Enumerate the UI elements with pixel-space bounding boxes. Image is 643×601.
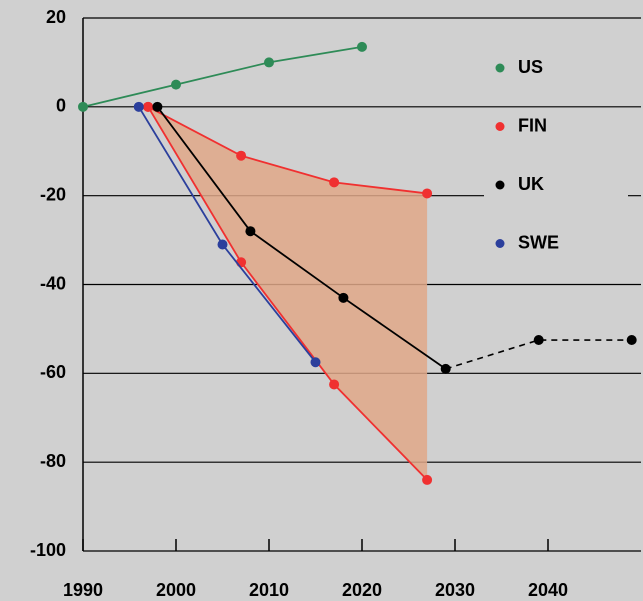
legend-label: SWE xyxy=(518,232,559,252)
x-tick-label: 2040 xyxy=(528,580,568,600)
point xyxy=(236,150,247,161)
legend-label: FIN xyxy=(518,115,547,135)
band xyxy=(148,106,428,480)
legend-background xyxy=(484,52,628,84)
point xyxy=(143,101,154,112)
y-tick-label: -100 xyxy=(30,540,66,560)
point xyxy=(422,188,433,199)
point xyxy=(217,239,228,250)
legend-marker xyxy=(495,239,505,248)
point xyxy=(626,335,637,346)
legend-marker xyxy=(495,180,505,190)
point xyxy=(152,101,163,112)
point xyxy=(310,357,321,368)
point xyxy=(422,474,433,485)
y-tick-label: 20 xyxy=(46,7,66,27)
point xyxy=(245,226,256,237)
legend-background xyxy=(484,110,628,143)
x-tick-label: 2020 xyxy=(342,580,382,600)
legend-background xyxy=(484,169,628,201)
y-tick-label: -20 xyxy=(40,184,66,204)
point xyxy=(264,57,274,68)
line xyxy=(147,106,428,481)
projection-line xyxy=(445,339,632,370)
y-tick-label: -60 xyxy=(40,362,66,382)
line xyxy=(147,106,428,195)
point xyxy=(133,101,144,112)
x-tick-label: 2000 xyxy=(156,580,196,600)
line xyxy=(156,106,447,370)
point xyxy=(329,177,340,188)
x-tick-label: 2010 xyxy=(249,580,289,600)
y-tick-label: 0 xyxy=(56,96,66,116)
legend-label: UK xyxy=(518,174,544,194)
point xyxy=(533,335,544,346)
point xyxy=(357,41,367,52)
line xyxy=(82,45,363,108)
y-tick-label: -40 xyxy=(40,273,66,293)
legend-label: US xyxy=(518,57,543,77)
legend-background xyxy=(484,227,628,260)
legend-marker xyxy=(495,122,505,131)
point xyxy=(440,363,451,374)
point xyxy=(78,101,88,112)
y-tick-label: -80 xyxy=(40,451,66,471)
point xyxy=(338,292,349,303)
x-tick-label: 2030 xyxy=(435,580,475,600)
legend-marker xyxy=(495,63,505,73)
x-tick-label: 1990 xyxy=(63,580,103,600)
point xyxy=(329,379,340,390)
point xyxy=(171,79,181,90)
